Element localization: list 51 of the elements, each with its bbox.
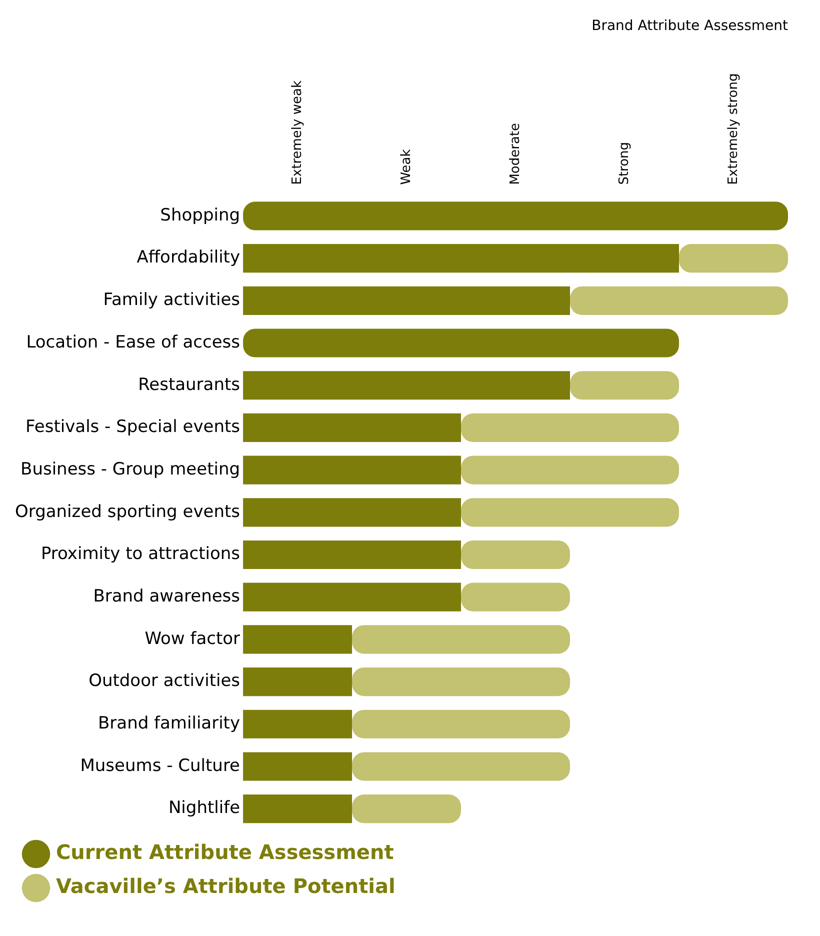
chart-title: Brand Attribute Assessment: [592, 18, 788, 34]
y-tick-label: Museums - Culture: [80, 756, 240, 776]
bar: [461, 456, 680, 484]
bar: [461, 498, 680, 527]
text: Weak: [398, 148, 414, 185]
bar: [461, 540, 570, 570]
text: Extremely strong: [726, 73, 741, 185]
bar: [352, 794, 462, 824]
y-tick-label: Outdoor activities: [88, 671, 240, 692]
bar: [243, 540, 462, 570]
bar: [243, 667, 352, 696]
y-tick-label: Business - Group meeting: [20, 459, 240, 480]
bar: [570, 371, 680, 400]
bar: [243, 752, 352, 781]
bar: [243, 202, 788, 230]
text: Strong: [616, 142, 632, 185]
y-tick-label: Location - Ease of access: [26, 332, 240, 352]
y-tick-label: Organized sporting events: [14, 502, 240, 522]
y-tick-label: Festivals - Special events: [26, 417, 240, 438]
bar: [243, 413, 462, 442]
y-tick-label: Restaurants: [138, 374, 240, 395]
bar: [243, 582, 462, 612]
bar: [243, 794, 352, 824]
y-tick-label: Affordability: [136, 248, 240, 268]
y-tick-label: Brand awareness: [93, 586, 240, 607]
bar: [570, 286, 788, 315]
text: Extremely weak: [290, 80, 305, 185]
y-tick-label: Wow factor: [144, 628, 240, 649]
bar: [461, 582, 570, 612]
bar: [461, 413, 680, 442]
y-tick-label: Nightlife: [168, 798, 240, 818]
bar: [243, 710, 352, 738]
bar: [352, 710, 570, 738]
text: Moderate: [508, 122, 523, 185]
y-tick-label: Family activities: [103, 290, 240, 310]
bar: [352, 625, 570, 654]
bar: [243, 244, 680, 273]
legend-label: Vacaville’s Attribute Potential: [56, 874, 396, 898]
bar: [243, 328, 680, 358]
bar: [243, 371, 570, 400]
bar: [243, 286, 570, 315]
bar: [352, 667, 570, 696]
y-tick-label: Brand familiarity: [98, 714, 240, 734]
legend-label: Current Attribute Assessment: [56, 840, 394, 864]
y-tick-label: Proximity to attractions: [40, 544, 240, 564]
bar: [679, 244, 788, 273]
bar: [243, 625, 352, 654]
y-tick-label: Shopping: [160, 205, 240, 226]
bar: [243, 456, 462, 484]
bar: [352, 752, 570, 781]
bar: [243, 498, 462, 527]
